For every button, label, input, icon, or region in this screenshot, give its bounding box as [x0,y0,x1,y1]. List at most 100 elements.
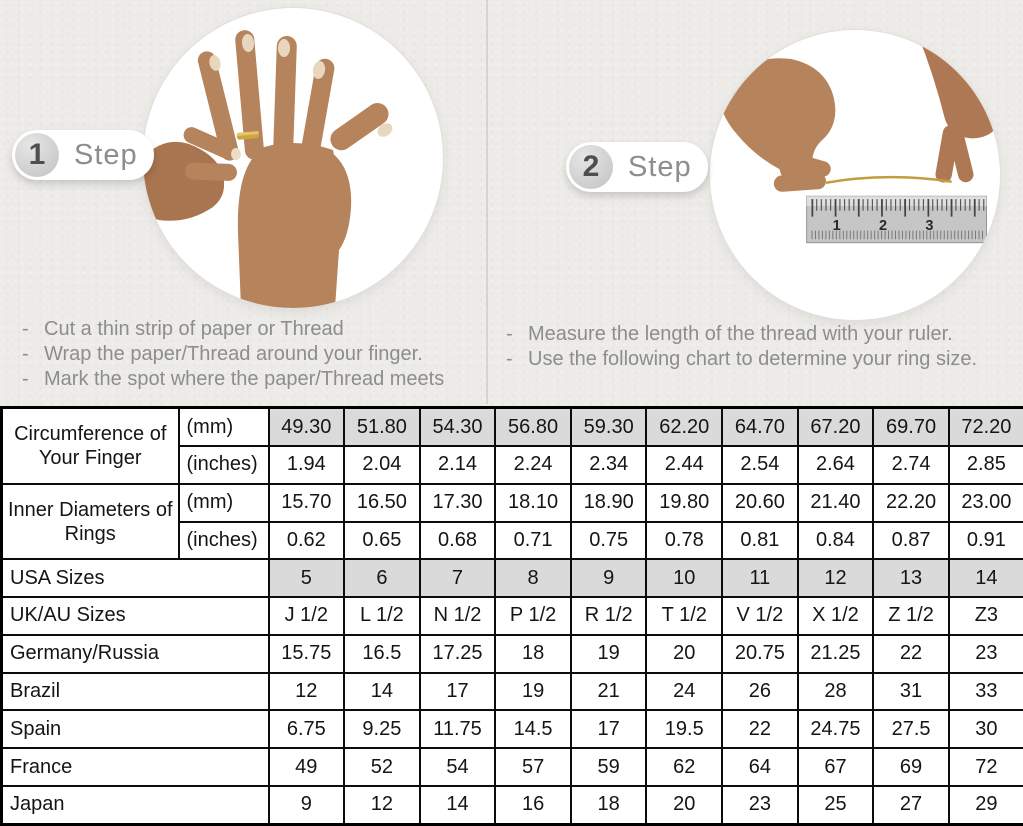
value-cell: 15.75 [267,633,346,674]
value-cell: 17.30 [418,482,497,523]
value-cell: 27.5 [872,709,950,750]
value-cell: 16.5 [343,633,421,674]
value-cell: 19.5 [645,709,724,750]
row-label-cell: Brazil [0,671,270,712]
value-cell: 22 [721,709,799,750]
svg-text:1: 1 [833,218,841,234]
row-label-cell: Germany/Russia [0,633,270,674]
value-cell: 54 [418,747,497,787]
value-cell: 19 [494,671,572,712]
value-cell: 14 [418,784,497,826]
ring-size-table: Circumference of Your Finger (mm) 49.30 51.… [0,406,1023,826]
value-cell: 12 [343,784,421,826]
value-cell: 0.71 [494,520,572,561]
step-label: Step [628,150,692,183]
row-label-cell: Japan [0,784,270,826]
unit-label-cell: (mm) [177,406,270,448]
value-cell: 0.68 [418,520,497,561]
svg-text:3: 3 [925,218,933,234]
value-cell: 9.25 [343,709,421,750]
value-cell: 20.75 [721,633,799,674]
row-label-cell: Spain [0,709,270,750]
value-cell: 0.81 [721,520,799,561]
ring-size-chart: Circumference of Your Finger (mm) 49.30 51.… [0,406,1023,826]
instruction-text: Cut a thin strip of paper or Thread [44,318,344,340]
value-cell: 12 [267,671,346,712]
value-cell: 72 [947,747,1023,787]
table-row: USA Sizes 5 6 7 8 9 10 11 12 13 14 [0,558,1023,599]
instruction-line: - Wrap the paper/Thread around your finge… [22,342,484,367]
value-cell: 0.87 [872,520,950,561]
value-cell: 72.20 [947,406,1023,448]
value-cell: N 1/2 [418,596,497,636]
value-cell: 2.54 [721,445,799,485]
step-2-badge: 2 Step [566,142,708,192]
value-cell: 2.14 [418,445,497,485]
row-label-cell: UK/AU Sizes [0,596,270,636]
value-cell: 18 [494,633,572,674]
value-cell: 22.20 [872,482,950,523]
value-cell: 67.20 [796,406,875,448]
value-cell: 67 [796,747,875,787]
section-divider [486,0,488,404]
value-cell: 23.00 [947,482,1023,523]
value-cell: 14 [947,558,1023,599]
step-2-instructions: - Measure the length of the thread with y… [506,322,1021,372]
step-number: 1 [28,138,46,171]
instruction-line: - Mark the spot where the paper/Thread me… [22,367,484,392]
value-cell: 0.65 [343,520,421,561]
step-1-badge: 1 Step [12,130,154,180]
value-cell: 59 [569,747,648,787]
value-cell: 56.80 [494,406,572,448]
value-cell: 21.40 [796,482,875,523]
value-cell: 6.75 [267,709,346,750]
value-cell: 23 [947,633,1023,674]
value-cell: 1.94 [267,445,346,485]
value-cell: 64.70 [721,406,799,448]
value-cell: 22 [872,633,950,674]
value-cell: 2.64 [796,445,875,485]
value-cell: 0.91 [947,520,1023,561]
value-cell: 2.85 [947,445,1023,485]
value-cell: 69 [872,747,950,787]
hand-with-ring-illustration [143,30,393,308]
value-cell: 2.24 [494,445,572,485]
value-cell: 16 [494,784,572,826]
table-row: Spain 6.75 9.25 11.75 14.5 17 19.5 22 24.75 27.5 3… [0,709,1023,750]
value-cell: 17 [418,671,497,712]
unit-label-cell: (inches) [177,445,270,485]
value-cell: 52 [343,747,421,787]
step-2-photo: 1 2 3 [710,30,1000,320]
value-cell: 28 [796,671,875,712]
value-cell: 2.34 [569,445,648,485]
value-cell: 59.30 [569,406,648,448]
group-label-cell: Inner Diameters of Rings [0,482,180,561]
value-cell: 2.74 [872,445,950,485]
group-label-cell: Circumference of Your Finger [0,406,180,485]
value-cell: 17.25 [418,633,497,674]
value-cell: 49 [267,747,346,787]
value-cell: 19 [569,633,648,674]
ring-size-table-body: Circumference of Your Finger (mm) 49.30 51.… [0,406,1023,826]
value-cell: 5 [267,558,346,599]
table-row: Inner Diameters of Rings (mm) 15.70 16.50 17… [0,482,1023,561]
value-cell: 20 [645,784,724,826]
value-cell: 31 [872,671,950,712]
value-cell: 17 [569,709,648,750]
instruction-text: Wrap the paper/Thread around your finger… [44,343,423,365]
hands-measuring-thread-illustration: 1 2 3 [717,30,1000,244]
value-cell: 23 [721,784,799,826]
value-cell: 21 [569,671,648,712]
instruction-line: - Cut a thin strip of paper or Thread [22,317,484,342]
value-cell: 24.75 [796,709,875,750]
value-cell: 18 [569,784,648,826]
step-1-instructions: - Cut a thin strip of paper or Thread - Wra… [22,317,484,392]
value-cell: 62.20 [645,406,724,448]
table-row: France 49 52 54 57 59 62 64 67 69 72 [0,747,1023,787]
unit-label-cell: (inches) [177,520,270,561]
bullet-dash: - [506,323,513,345]
value-cell: V 1/2 [721,596,799,636]
value-cell: Z 1/2 [872,596,950,636]
value-cell: 14.5 [494,709,572,750]
table-row: (inches) 1.94 2.04 2.14 2.24 2.34 2.44 2.54 2.64… [2,445,1023,485]
